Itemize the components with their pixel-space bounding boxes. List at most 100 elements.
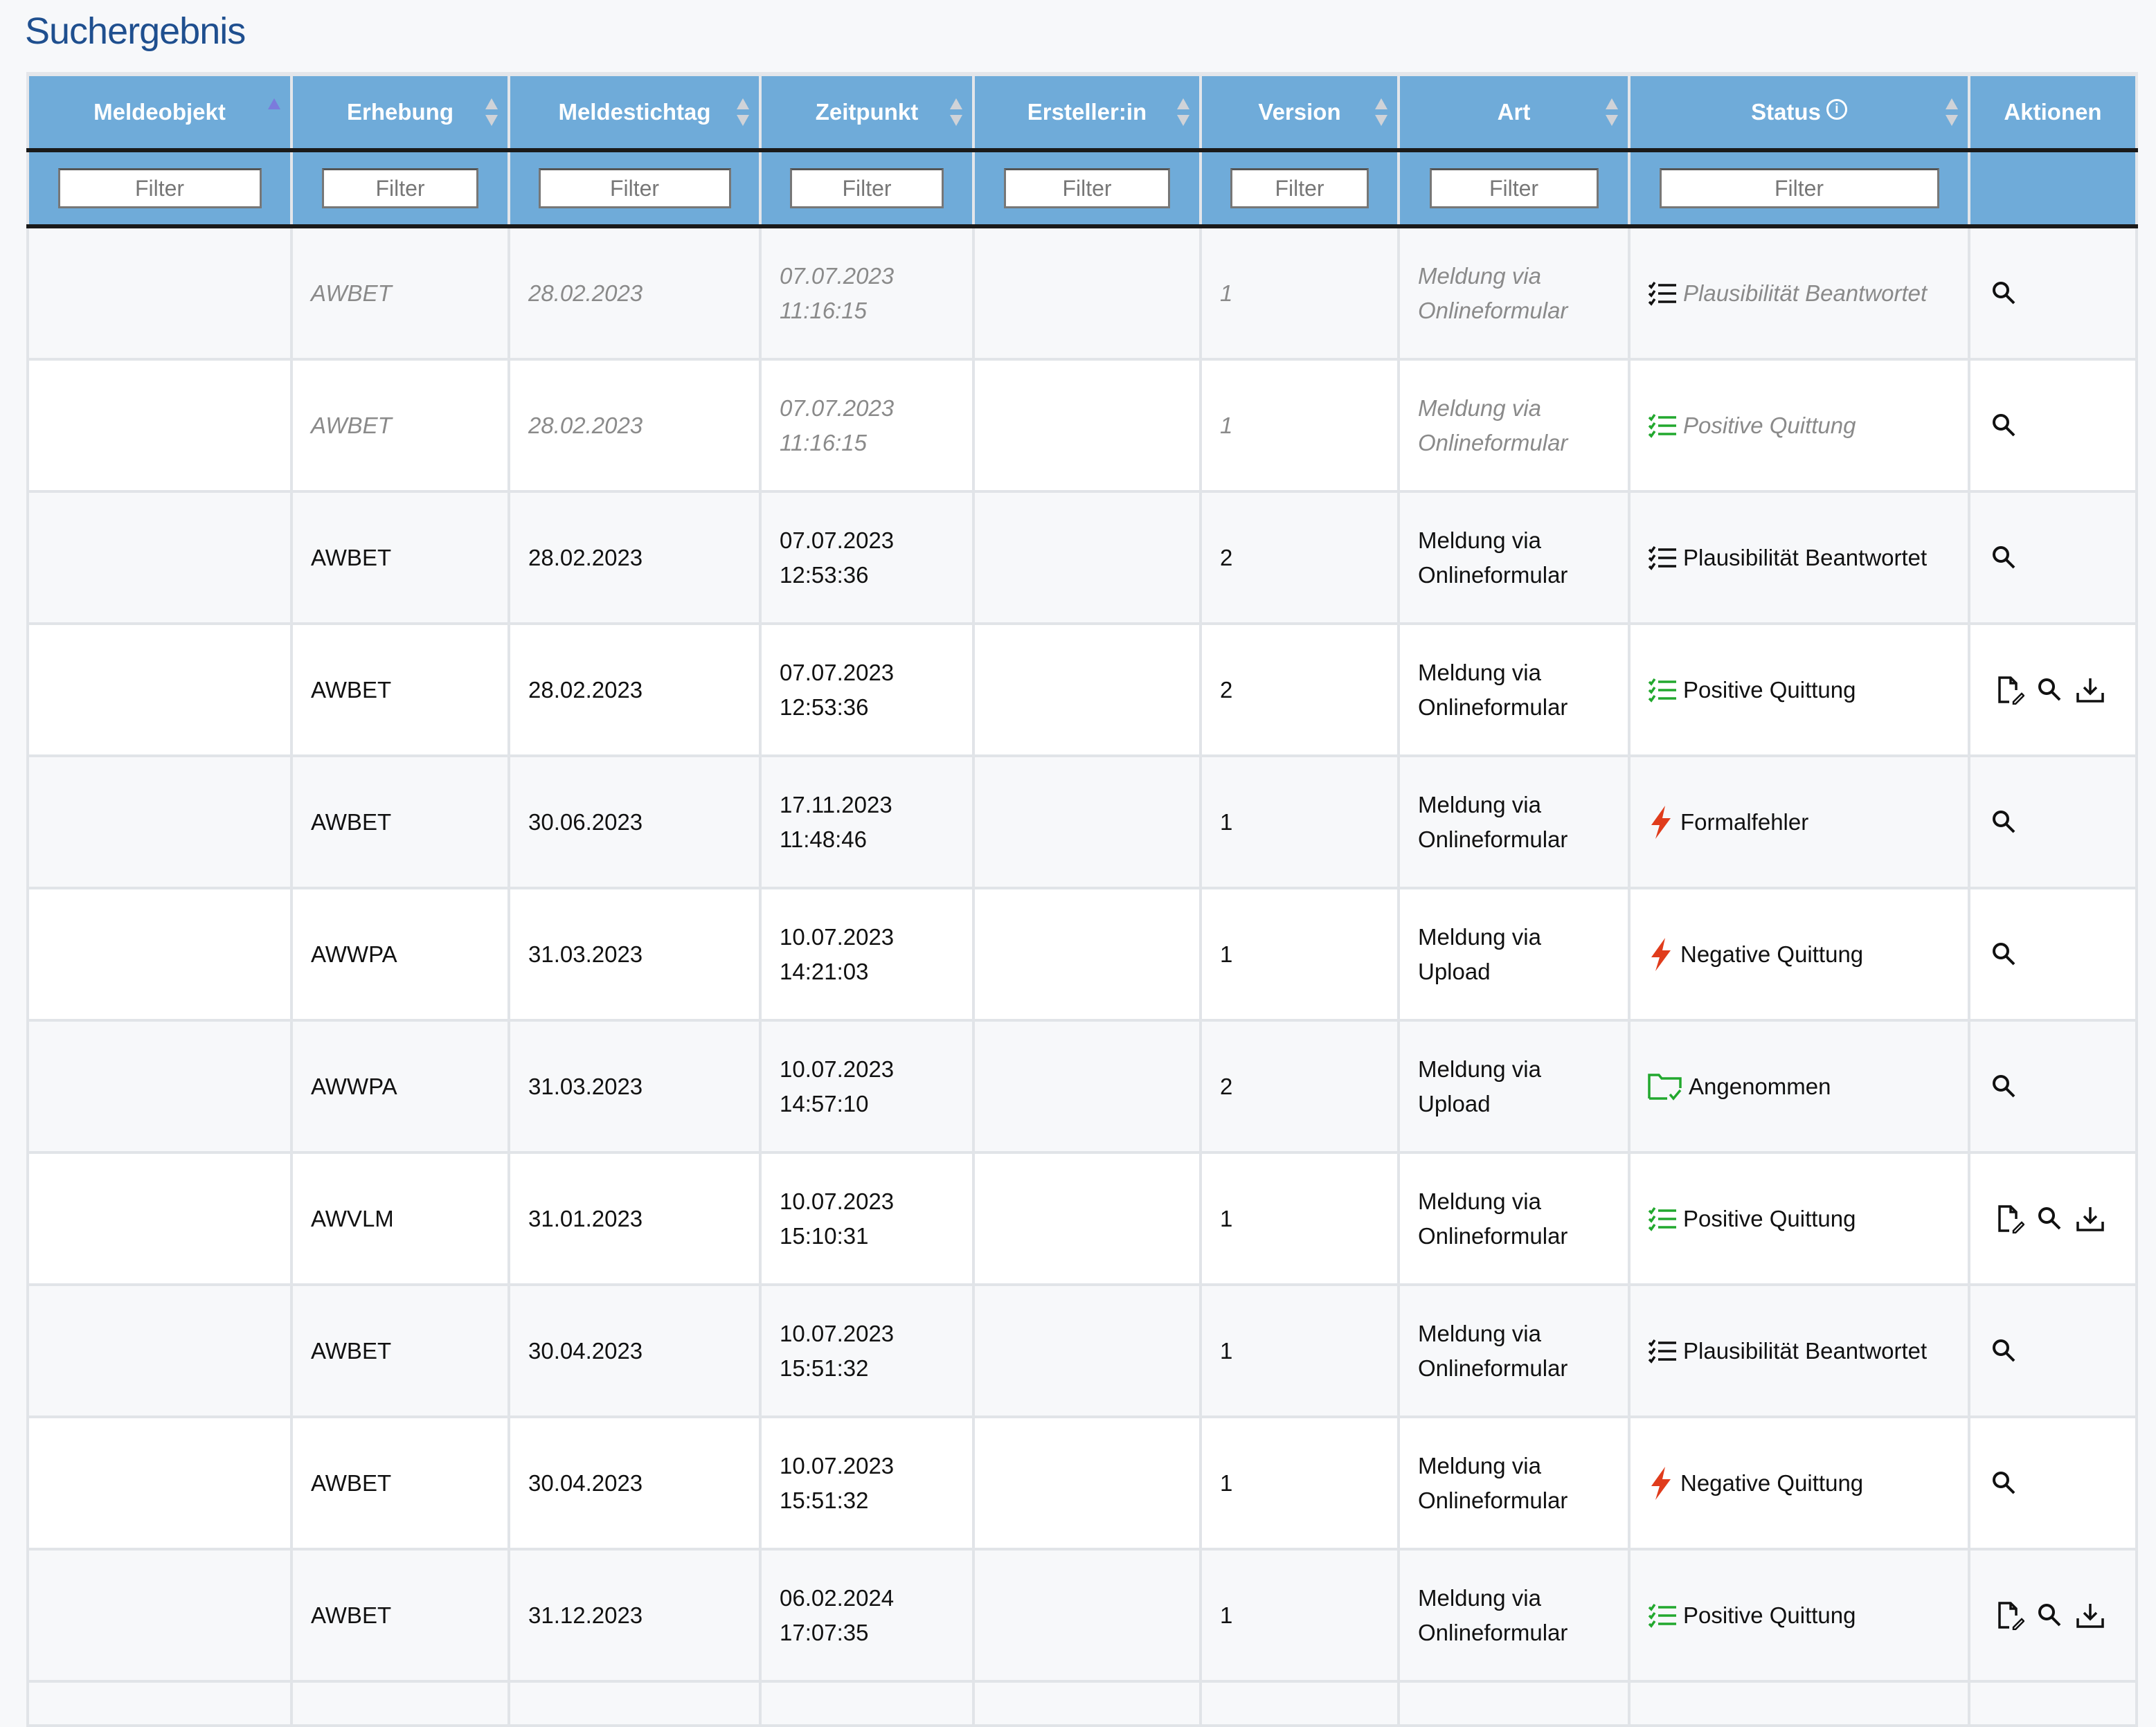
- zeitpunkt-time: 15:10:31: [780, 1222, 869, 1249]
- search-icon[interactable]: [1991, 1074, 2018, 1100]
- sort-icon[interactable]: [1946, 98, 1958, 126]
- column-header-label: Status: [1751, 99, 1821, 125]
- table-row[interactable]: AWBET 28.02.2023 07.07.2023 11:16:15 1 Meldun…: [26, 225, 2138, 361]
- filter-input-art[interactable]: Filter: [1429, 168, 1599, 208]
- zeitpunkt-time: 15:51:32: [780, 1355, 869, 1381]
- status-label: Plausibilität Beantwortet: [1683, 280, 1928, 306]
- download-icon[interactable]: [2076, 1205, 2105, 1233]
- filter-input-ersteller-in[interactable]: Filter: [1004, 168, 1170, 208]
- cell: [759, 1680, 975, 1727]
- sort-icon[interactable]: [268, 98, 280, 126]
- cell-status: Positive Quittung: [1628, 1151, 1970, 1286]
- search-icon[interactable]: [1991, 545, 2018, 571]
- column-header-zeitpunkt[interactable]: Zeitpunkt: [759, 72, 975, 152]
- search-icon[interactable]: [2037, 677, 2063, 703]
- cell-zeitpunkt: 07.07.2023 11:16:15: [759, 225, 975, 361]
- cell-version: 1: [1199, 358, 1400, 493]
- column-header-status[interactable]: Status i: [1628, 72, 1970, 152]
- art-line-2: Onlineformular: [1418, 694, 1568, 720]
- column-header-ersteller-in[interactable]: Ersteller:in: [972, 72, 1202, 152]
- table-row[interactable]: AWBET 28.02.2023 07.07.2023 11:16:15 1 Meldun…: [26, 358, 2138, 493]
- cell-meldeobjekt: [26, 754, 293, 889]
- lightning-icon: [1651, 937, 1671, 971]
- table-row[interactable]: AWWPA 31.03.2023 10.07.2023 14:21:03 1 Meldun…: [26, 887, 2138, 1022]
- sort-icon[interactable]: [1375, 98, 1387, 126]
- zeitpunkt-time: 11:16:15: [780, 297, 868, 323]
- filter-input-meldeobjekt[interactable]: Filter: [57, 168, 262, 208]
- sort-icon[interactable]: [950, 98, 962, 126]
- lightning-icon: [1651, 805, 1671, 839]
- table-row[interactable]: AWWPA 31.03.2023 10.07.2023 14:57:10 2 Meldun…: [26, 1019, 2138, 1154]
- filter-input-meldestichtag[interactable]: Filter: [538, 168, 731, 208]
- cell-aktionen: [1968, 1283, 2138, 1418]
- status-label: Positive Quittung: [1683, 412, 1856, 438]
- search-icon[interactable]: [2037, 1206, 2063, 1232]
- cell-status: Negative Quittung: [1628, 1416, 1970, 1550]
- filter-input-version[interactable]: Filter: [1230, 168, 1369, 208]
- cell-meldeobjekt: [26, 622, 293, 757]
- filter-row: Filter Filter Filter Filter Filter Filter Filt…: [26, 150, 2138, 228]
- edit-document-icon[interactable]: [1997, 676, 2024, 705]
- search-icon[interactable]: [1991, 1338, 2018, 1364]
- cell: [1968, 1680, 2138, 1727]
- search-icon[interactable]: [1991, 413, 2018, 439]
- table-row[interactable]: AWVLM 31.01.2023 10.07.2023 15:10:31 1 Meldun…: [26, 1151, 2138, 1286]
- cell-art: Meldung via Onlineformular: [1397, 1151, 1631, 1286]
- search-icon[interactable]: [1991, 809, 2018, 835]
- cell-erhebung: AWBET: [290, 490, 510, 625]
- cell-zeitpunkt: 10.07.2023 15:51:32: [759, 1283, 975, 1418]
- cell-zeitpunkt: 07.07.2023 12:53:36: [759, 622, 975, 757]
- cell-art: Meldung via Onlineformular: [1397, 225, 1631, 361]
- cell-meldeobjekt: [26, 887, 293, 1022]
- cell-ersteller: [972, 1283, 1202, 1418]
- cell-art: Meldung via Onlineformular: [1397, 1416, 1631, 1550]
- cell-aktionen: [1968, 622, 2138, 757]
- art-line-2: Onlineformular: [1418, 429, 1568, 455]
- download-icon[interactable]: [2076, 1602, 2105, 1629]
- column-header-erhebung[interactable]: Erhebung: [290, 72, 510, 152]
- search-icon[interactable]: [1991, 941, 2018, 968]
- sort-icon[interactable]: [485, 98, 498, 126]
- cell-zeitpunkt: 10.07.2023 15:51:32: [759, 1416, 975, 1550]
- art-line-1: Meldung via: [1418, 659, 1541, 685]
- info-circle-icon[interactable]: i: [1826, 99, 1847, 120]
- column-header-label: Version: [1258, 99, 1341, 125]
- cell: [1397, 1680, 1631, 1727]
- cell-version: 1: [1199, 1151, 1400, 1286]
- table-row[interactable]: AWBET 28.02.2023 07.07.2023 12:53:36 2 Meldun…: [26, 490, 2138, 625]
- filter-cell: Filter: [972, 150, 1202, 228]
- checklist-icon: [1648, 413, 1676, 438]
- sort-icon[interactable]: [1606, 98, 1618, 126]
- filter-input-status[interactable]: Filter: [1659, 168, 1939, 208]
- sort-icon[interactable]: [737, 98, 749, 126]
- cell-erhebung: AWVLM: [290, 1151, 510, 1286]
- cell-art: Meldung via Onlineformular: [1397, 358, 1631, 493]
- search-icon[interactable]: [1991, 280, 2018, 307]
- search-icon[interactable]: [2037, 1602, 2063, 1629]
- zeitpunkt-date: 10.07.2023: [780, 1056, 895, 1082]
- edit-document-icon[interactable]: [1997, 1601, 2024, 1630]
- filter-input-zeitpunkt[interactable]: Filter: [790, 168, 944, 208]
- checklist-icon: [1648, 1339, 1676, 1364]
- table-row[interactable]: AWBET 30.04.2023 10.07.2023 15:51:32 1 Meldun…: [26, 1283, 2138, 1418]
- cell-meldestichtag: 28.02.2023: [507, 490, 762, 625]
- column-header-meldestichtag[interactable]: Meldestichtag: [507, 72, 762, 152]
- sort-icon[interactable]: [1177, 98, 1189, 126]
- column-header-meldeobjekt[interactable]: Meldeobjekt: [26, 72, 293, 152]
- cell-aktionen: [1968, 887, 2138, 1022]
- column-header-version[interactable]: Version: [1199, 72, 1400, 152]
- table-row[interactable]: AWBET 31.12.2023 06.02.2024 17:07:35 1 Meldun…: [26, 1548, 2138, 1683]
- filter-input-erhebung[interactable]: Filter: [322, 168, 478, 208]
- edit-document-icon[interactable]: [1997, 1204, 2024, 1233]
- column-header-label: Erhebung: [347, 99, 453, 125]
- column-header-art[interactable]: Art: [1397, 72, 1631, 152]
- table-row[interactable]: AWBET 28.02.2023 07.07.2023 12:53:36 2 Meldun…: [26, 622, 2138, 757]
- checklist-icon: [1648, 281, 1676, 306]
- table-row-partial: [26, 1680, 2138, 1727]
- search-icon[interactable]: [1991, 1470, 2018, 1497]
- table-row[interactable]: AWBET 30.06.2023 17.11.2023 11:48:46 1 Meldun…: [26, 754, 2138, 889]
- lightning-icon: [1651, 1466, 1671, 1500]
- table-row[interactable]: AWBET 30.04.2023 10.07.2023 15:51:32 1 Meldun…: [26, 1416, 2138, 1550]
- download-icon[interactable]: [2076, 676, 2105, 704]
- cell-status: Plausibilität Beantwortet: [1628, 490, 1970, 625]
